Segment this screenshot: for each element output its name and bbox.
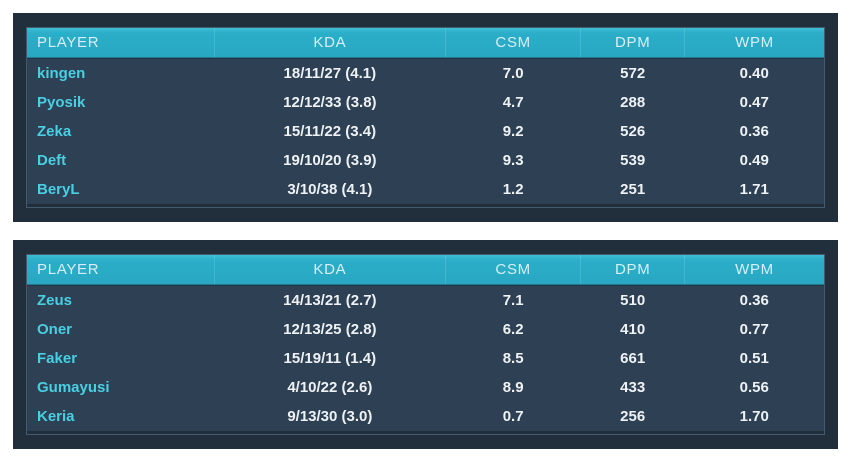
wpm-cell: 0.36 [684,117,824,146]
dpm-cell: 539 [580,146,685,175]
csm-cell: 7.1 [445,285,581,315]
player-name-link[interactable]: Deft [27,146,215,175]
dpm-cell: 526 [580,117,685,146]
csm-cell: 7.0 [445,58,581,88]
column-header-wpm: WPM [684,28,824,59]
csm-cell: 1.2 [445,175,581,204]
wpm-cell: 0.40 [684,58,824,88]
wpm-cell: 1.71 [684,175,824,204]
dpm-cell: 410 [580,315,685,344]
player-name-link[interactable]: Zeka [27,117,215,146]
csm-cell: 4.7 [445,88,581,117]
wpm-cell: 0.77 [684,315,824,344]
kda-cell: 15/11/22 (3.4) [214,117,446,146]
column-header-csm: CSM [444,255,581,286]
table-row: Zeus 14/13/21 (2.7) 7.1 510 0.36 [27,285,824,315]
csm-cell: 0.7 [445,402,581,431]
table-row: Keria 9/13/30 (3.0) 0.7 256 1.70 [27,402,824,431]
dpm-cell: 256 [580,402,685,431]
csm-cell: 9.3 [445,146,581,175]
player-name-link[interactable]: Oner [27,315,215,344]
dpm-cell: 572 [580,58,685,88]
dpm-cell: 251 [580,175,685,204]
kda-cell: 9/13/30 (3.0) [214,402,446,431]
table-row: BeryL 3/10/38 (4.1) 1.2 251 1.71 [27,175,824,204]
dpm-cell: 433 [580,373,685,402]
wpm-cell: 0.47 [684,88,824,117]
kda-cell: 4/10/22 (2.6) [214,373,446,402]
dpm-cell: 510 [580,285,685,315]
kda-cell: 18/11/27 (4.1) [214,58,446,88]
column-header-dpm: DPM [580,28,685,59]
table-row: Pyosik 12/12/33 (3.8) 4.7 288 0.47 [27,88,824,117]
table-row: Gumayusi 4/10/22 (2.6) 8.9 433 0.56 [27,373,824,402]
table-row: kingen 18/11/27 (4.1) 7.0 572 0.40 [27,58,824,88]
player-name-link[interactable]: Zeus [27,285,215,315]
column-header-csm: CSM [444,28,581,59]
column-header-player: PLAYER [27,255,215,286]
player-name-link[interactable]: Gumayusi [27,373,215,402]
team-1-table-inner: PLAYER KDA CSM DPM WPM kingen 18/11/27 (… [26,27,825,208]
column-header-dpm: DPM [580,255,685,286]
player-name-link[interactable]: Keria [27,402,215,431]
kda-cell: 12/13/25 (2.8) [214,315,446,344]
table-row: Oner 12/13/25 (2.8) 6.2 410 0.77 [27,315,824,344]
dpm-cell: 288 [580,88,685,117]
csm-cell: 9.2 [445,117,581,146]
wpm-cell: 0.36 [684,285,824,315]
team-2-stats-table: PLAYER KDA CSM DPM WPM Zeus 14/13/21 (2.… [13,240,838,449]
column-header-kda: KDA [213,28,446,59]
table-row: Zeka 15/11/22 (3.4) 9.2 526 0.36 [27,117,824,146]
wpm-cell: 0.51 [684,344,824,373]
kda-cell: 3/10/38 (4.1) [214,175,446,204]
csm-cell: 6.2 [445,315,581,344]
header-row: PLAYER KDA CSM DPM WPM [27,255,824,286]
team-1-stats-table: PLAYER KDA CSM DPM WPM kingen 18/11/27 (… [13,13,838,222]
player-name-link[interactable]: kingen [27,58,215,88]
player-name-link[interactable]: Faker [27,344,215,373]
kda-cell: 19/10/20 (3.9) [214,146,446,175]
kda-cell: 15/19/11 (1.4) [214,344,446,373]
csm-cell: 8.9 [445,373,581,402]
table-row: Faker 15/19/11 (1.4) 8.5 661 0.51 [27,344,824,373]
player-name-link[interactable]: Pyosik [27,88,215,117]
csm-cell: 8.5 [445,344,581,373]
wpm-cell: 1.70 [684,402,824,431]
column-header-kda: KDA [213,255,446,286]
kda-cell: 14/13/21 (2.7) [214,285,446,315]
header-row: PLAYER KDA CSM DPM WPM [27,28,824,59]
team-2-table-inner: PLAYER KDA CSM DPM WPM Zeus 14/13/21 (2.… [26,254,825,435]
column-header-wpm: WPM [684,255,824,286]
dpm-cell: 661 [580,344,685,373]
wpm-cell: 0.56 [684,373,824,402]
kda-cell: 12/12/33 (3.8) [214,88,446,117]
player-name-link[interactable]: BeryL [27,175,215,204]
table-row: Deft 19/10/20 (3.9) 9.3 539 0.49 [27,146,824,175]
column-header-player: PLAYER [27,28,215,59]
wpm-cell: 0.49 [684,146,824,175]
